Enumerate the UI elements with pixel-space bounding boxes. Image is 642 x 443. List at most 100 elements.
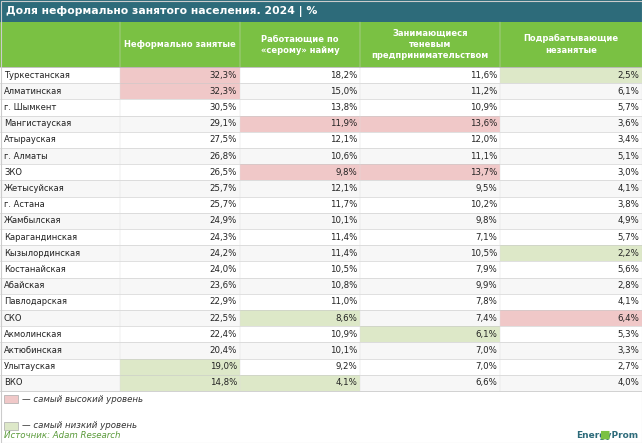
Bar (0, 180, 642, 197)
Text: 4,1%: 4,1% (617, 184, 639, 193)
Text: 6,1%: 6,1% (475, 330, 497, 339)
Text: 3,0%: 3,0% (617, 168, 639, 177)
Text: 20,4%: 20,4% (210, 346, 237, 355)
Text: 4,0%: 4,0% (617, 378, 639, 387)
Text: 5,1%: 5,1% (617, 152, 639, 161)
Text: 7,1%: 7,1% (475, 233, 497, 241)
Text: 2,2%: 2,2% (617, 249, 639, 258)
Bar (0, 164, 642, 180)
Text: EnergyProm: EnergyProm (576, 431, 638, 440)
Bar (0, 213, 642, 229)
Text: 26,5%: 26,5% (210, 168, 237, 177)
Bar (0, 22, 642, 67)
Text: 2,8%: 2,8% (617, 281, 639, 290)
Text: 11,4%: 11,4% (329, 233, 357, 241)
Text: 13,6%: 13,6% (470, 119, 497, 128)
Bar (0, 99, 642, 116)
Text: 9,9%: 9,9% (475, 281, 497, 290)
Text: 19,0%: 19,0% (210, 362, 237, 371)
Text: Туркестанская: Туркестанская (4, 70, 70, 80)
Text: 22,9%: 22,9% (210, 297, 237, 307)
Text: Павлодарская: Павлодарская (4, 297, 67, 307)
Text: 30,5%: 30,5% (210, 103, 237, 112)
Text: 18,2%: 18,2% (329, 70, 357, 80)
Text: 7,4%: 7,4% (475, 314, 497, 323)
Text: 10,2%: 10,2% (470, 200, 497, 209)
Bar (4, 422, 18, 430)
Text: — самый высокий уровень: — самый высокий уровень (22, 395, 143, 404)
Bar (360, 326, 500, 342)
Text: 4,9%: 4,9% (617, 216, 639, 225)
Bar (0, 261, 642, 278)
Text: — самый низкий уровень: — самый низкий уровень (22, 421, 137, 431)
Text: 11,0%: 11,0% (329, 297, 357, 307)
Bar (500, 310, 642, 326)
Text: 14,8%: 14,8% (210, 378, 237, 387)
Bar (0, 83, 642, 99)
Bar (240, 310, 360, 326)
Text: ■: ■ (600, 430, 610, 440)
Text: 5,6%: 5,6% (617, 265, 639, 274)
Bar (120, 375, 240, 391)
Text: 10,1%: 10,1% (329, 216, 357, 225)
Text: 11,9%: 11,9% (330, 119, 357, 128)
Text: 7,0%: 7,0% (475, 362, 497, 371)
Text: 32,3%: 32,3% (210, 70, 237, 80)
Text: 11,4%: 11,4% (329, 249, 357, 258)
Text: Актюбинская: Актюбинская (4, 346, 63, 355)
Text: Атырауская: Атырауская (4, 136, 56, 144)
Text: 3,6%: 3,6% (617, 119, 639, 128)
Bar (500, 67, 642, 83)
Text: 13,8%: 13,8% (329, 103, 357, 112)
Text: Неформально занятые: Неформально занятые (124, 40, 236, 49)
Text: 11,6%: 11,6% (470, 70, 497, 80)
Text: 10,5%: 10,5% (470, 249, 497, 258)
Text: Костанайская: Костанайская (4, 265, 65, 274)
Text: 9,8%: 9,8% (475, 216, 497, 225)
Text: 10,1%: 10,1% (329, 346, 357, 355)
Bar (240, 375, 360, 391)
Bar (0, 278, 642, 294)
Text: 3,3%: 3,3% (617, 346, 639, 355)
Text: Занимающиеся
теневым
предпринимательством: Занимающиеся теневым предпринимательство… (371, 29, 489, 60)
Text: 5,3%: 5,3% (617, 330, 639, 339)
Text: 5,7%: 5,7% (617, 233, 639, 241)
Text: 26,8%: 26,8% (210, 152, 237, 161)
Text: 10,8%: 10,8% (329, 281, 357, 290)
Text: г. Шымкент: г. Шымкент (4, 103, 56, 112)
Text: 4,1%: 4,1% (617, 297, 639, 307)
Text: 25,7%: 25,7% (210, 184, 237, 193)
Text: 11,1%: 11,1% (470, 152, 497, 161)
Text: 4,1%: 4,1% (335, 378, 357, 387)
Bar (0, 197, 642, 213)
Bar (0, 310, 642, 326)
Text: 12,0%: 12,0% (470, 136, 497, 144)
Text: 32,3%: 32,3% (210, 87, 237, 96)
Text: Мангистауская: Мангистауская (4, 119, 71, 128)
Text: 6,1%: 6,1% (617, 87, 639, 96)
Text: Абайская: Абайская (4, 281, 46, 290)
Text: 10,9%: 10,9% (470, 103, 497, 112)
Bar (0, 294, 642, 310)
Text: 12,1%: 12,1% (329, 184, 357, 193)
Text: 29,1%: 29,1% (210, 119, 237, 128)
Text: 9,5%: 9,5% (475, 184, 497, 193)
Bar (0, 67, 642, 83)
Text: г. Алматы: г. Алматы (4, 152, 48, 161)
Text: 2,5%: 2,5% (617, 70, 639, 80)
Bar (120, 67, 240, 83)
Text: ВКО: ВКО (4, 378, 22, 387)
Text: 11,2%: 11,2% (470, 87, 497, 96)
Text: 13,7%: 13,7% (470, 168, 497, 177)
Text: 10,9%: 10,9% (330, 330, 357, 339)
Text: 24,2%: 24,2% (210, 249, 237, 258)
Text: 25,7%: 25,7% (210, 200, 237, 209)
Text: 2,7%: 2,7% (617, 362, 639, 371)
Bar (240, 116, 360, 132)
Text: Доля неформально занятого населения. 2024 | %: Доля неформально занятого населения. 202… (6, 5, 317, 16)
Bar (120, 358, 240, 375)
Text: Карагандинская: Карагандинская (4, 233, 77, 241)
Bar (360, 164, 500, 180)
Text: 9,8%: 9,8% (335, 168, 357, 177)
Text: Источник: Adam Research: Источник: Adam Research (4, 431, 121, 440)
